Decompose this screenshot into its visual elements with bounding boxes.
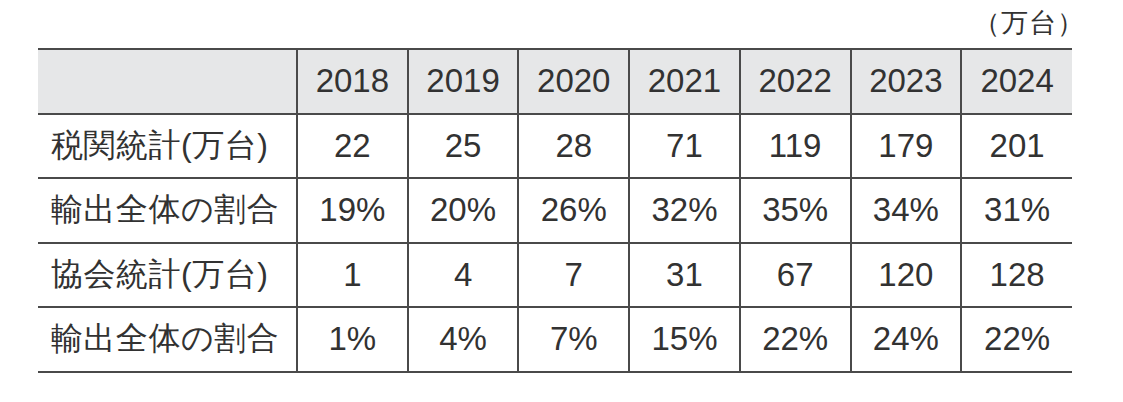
cell-customs-2018: 22	[297, 114, 408, 179]
cell-customs-2024: 201	[961, 114, 1072, 179]
cell-customs-share-2021: 32%	[629, 178, 740, 243]
table-row-customs-stats: 税関統計(万台) 22 25 28 71 119 179 201	[38, 114, 1072, 179]
cell-customs-share-2020: 26%	[518, 178, 629, 243]
year-header-2024: 2024	[961, 49, 1072, 114]
year-header-2018: 2018	[297, 49, 408, 114]
row-label-association-share: 輸出全体の割合	[38, 307, 297, 372]
cell-assoc-2020: 7	[518, 243, 629, 308]
cell-customs-2023: 179	[851, 114, 962, 179]
cell-assoc-share-2023: 24%	[851, 307, 962, 372]
unit-label: （万台）	[973, 5, 1085, 41]
cell-customs-2022: 119	[740, 114, 851, 179]
cell-customs-2019: 25	[408, 114, 519, 179]
row-label-customs-share: 輸出全体の割合	[38, 178, 297, 243]
table-row-association-share: 輸出全体の割合 1% 4% 7% 15% 22% 24% 22%	[38, 307, 1072, 372]
table-row-association-stats: 協会統計(万台) 1 4 7 31 67 120 128	[38, 243, 1072, 308]
cell-assoc-2023: 120	[851, 243, 962, 308]
cell-customs-share-2023: 34%	[851, 178, 962, 243]
cell-assoc-2019: 4	[408, 243, 519, 308]
cell-assoc-2022: 67	[740, 243, 851, 308]
cell-assoc-share-2020: 7%	[518, 307, 629, 372]
cell-assoc-share-2024: 22%	[961, 307, 1072, 372]
year-header-2019: 2019	[408, 49, 519, 114]
year-header-2020: 2020	[518, 49, 629, 114]
cell-customs-2021: 71	[629, 114, 740, 179]
cell-customs-share-2018: 19%	[297, 178, 408, 243]
header-corner-cell	[38, 49, 297, 114]
cell-assoc-share-2021: 15%	[629, 307, 740, 372]
row-label-association-stats: 協会統計(万台)	[38, 243, 297, 308]
cell-customs-share-2019: 20%	[408, 178, 519, 243]
year-header-2021: 2021	[629, 49, 740, 114]
cell-customs-share-2022: 35%	[740, 178, 851, 243]
cell-assoc-2018: 1	[297, 243, 408, 308]
table-header-row: 2018 2019 2020 2021 2022 2023 2024	[38, 49, 1072, 114]
cell-assoc-share-2018: 1%	[297, 307, 408, 372]
cell-customs-share-2024: 31%	[961, 178, 1072, 243]
table-row-customs-share: 輸出全体の割合 19% 20% 26% 32% 35% 34% 31%	[38, 178, 1072, 243]
cell-assoc-share-2022: 22%	[740, 307, 851, 372]
row-label-customs-stats: 税関統計(万台)	[38, 114, 297, 179]
statistics-table: 2018 2019 2020 2021 2022 2023 2024 税関統計(…	[38, 48, 1072, 373]
cell-assoc-share-2019: 4%	[408, 307, 519, 372]
year-header-2023: 2023	[851, 49, 962, 114]
cell-assoc-2021: 31	[629, 243, 740, 308]
cell-customs-2020: 28	[518, 114, 629, 179]
cell-assoc-2024: 128	[961, 243, 1072, 308]
year-header-2022: 2022	[740, 49, 851, 114]
